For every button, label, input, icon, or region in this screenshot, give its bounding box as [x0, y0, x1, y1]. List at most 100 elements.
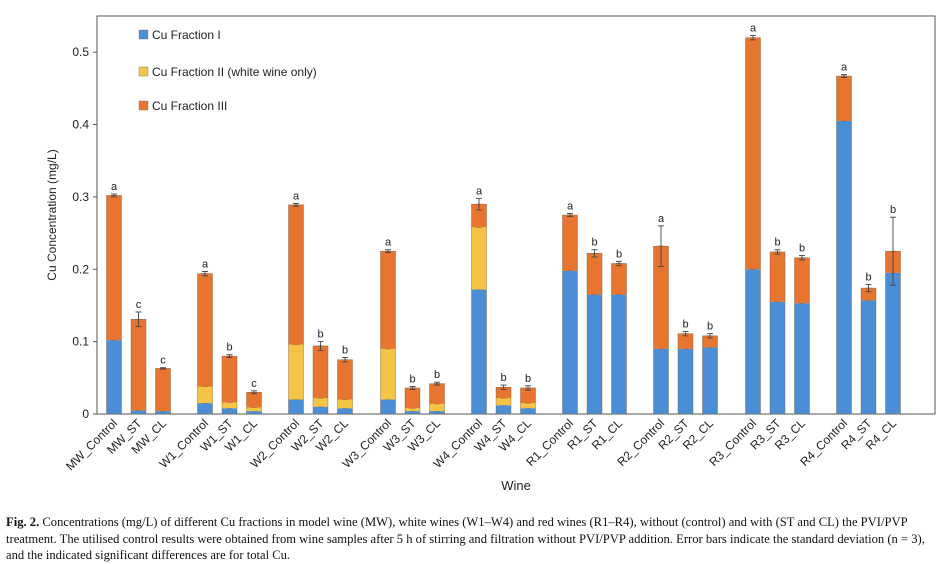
caption-label: Fig. 2.: [6, 515, 40, 529]
bar-W4_ST-fraction-2: [496, 398, 511, 406]
bar-R1_CL-fraction-3: [611, 263, 627, 295]
bar-W2_CL-fraction-2: [337, 399, 353, 409]
significance-label: b: [342, 345, 348, 357]
bar-W4_CL-fraction-1: [520, 408, 536, 414]
bar-W3_ST-fraction-2: [405, 408, 420, 412]
bar-W1_Control-fraction-2: [197, 386, 213, 404]
legend: Cu Fraction I Cu Fraction II (white wine …: [138, 28, 317, 113]
figure-caption: Fig. 2. Concentrations (mg/L) of differe…: [6, 514, 946, 564]
significance-label: a: [841, 62, 848, 74]
significance-label: b: [409, 374, 415, 386]
plot-frame: [96, 15, 936, 415]
bar-R2_ST-fraction-3: [678, 333, 693, 349]
bar-W3_Control-fraction-1: [380, 399, 396, 414]
bar-R2_Control-fraction-1: [653, 348, 669, 414]
significance-label: b: [774, 237, 780, 249]
bar-MW_Control-fraction-1: [106, 340, 122, 414]
bar-W2_CL-fraction-3: [337, 359, 353, 400]
bar-W2_ST-fraction-2: [313, 398, 328, 407]
x-axis: MW_ControlMW_STMW_CLW1_ControlW1_STW1_CL…: [63, 416, 899, 474]
bar-W2_ST-fraction-3: [313, 345, 328, 399]
bar-MW_ST-fraction-1: [131, 410, 146, 414]
legend-swatch-fraction-2: [138, 66, 149, 77]
legend-label-fraction-3: Cu Fraction III: [152, 99, 227, 113]
bar-W4_Control-fraction-2: [471, 227, 487, 290]
bar-R2_ST-fraction-1: [678, 348, 693, 414]
significance-label: b: [799, 243, 805, 255]
significance-label: b: [434, 369, 440, 381]
bar-R3_ST-fraction-1: [770, 301, 785, 414]
bar-R1_ST-fraction-1: [587, 294, 602, 414]
y-axis-title: Cu Concentration (mg/L): [45, 149, 59, 280]
bar-R1_Control-fraction-1: [562, 270, 578, 414]
significance-label: c: [160, 355, 166, 367]
y-tick-label: 0.3: [72, 190, 89, 204]
bar-R3_CL-fraction-1: [794, 303, 810, 414]
significance-label: a: [202, 258, 209, 270]
significance-label: b: [616, 248, 622, 260]
bar-W4_Control-fraction-3: [471, 204, 487, 228]
significance-label: c: [136, 299, 142, 311]
legend-label-fraction-1: Cu Fraction I: [152, 28, 221, 42]
bar-W1_ST-fraction-3: [222, 356, 237, 403]
bar-W1_CL-fraction-3: [246, 392, 262, 408]
plot-border: [96, 15, 936, 415]
bar-W4_CL-fraction-3: [520, 387, 536, 404]
significance-label: a: [293, 190, 300, 202]
bar-W4_ST-fraction-3: [496, 387, 511, 399]
bar-MW_CL-fraction-3: [155, 368, 171, 412]
bar-R1_Control-fraction-3: [562, 215, 578, 271]
significance-label: a: [385, 237, 392, 249]
bar-R2_CL-fraction-1: [702, 347, 718, 414]
y-tick-label: 0.4: [72, 118, 89, 132]
bar-W1_Control-fraction-1: [197, 403, 213, 414]
bar-R1_ST-fraction-3: [587, 253, 602, 295]
bar-W1_CL-fraction-1: [246, 411, 262, 414]
bar-MW_CL-fraction-1: [155, 411, 171, 414]
significance-label: b: [591, 237, 597, 249]
significance-label: b: [500, 372, 506, 384]
y-axis: 0 0.1 0.2 0.3 0.4 0.5: [72, 45, 97, 421]
bar-W3_ST-fraction-1: [405, 411, 420, 414]
bar-R4_ST-fraction-1: [861, 300, 876, 414]
bar-R3_ST-fraction-3: [770, 251, 785, 302]
significance-label: a: [658, 213, 665, 225]
chart: 0 0.1 0.2 0.3 0.4 0.5 a c c a b c a b b a b b a b b a b b a b b a b…: [45, 15, 936, 493]
bar-R2_Control-fraction-3: [653, 246, 669, 349]
bar-W4_CL-fraction-2: [520, 403, 536, 409]
x-axis-title: Wine: [501, 478, 531, 493]
significance-label: a: [111, 181, 118, 193]
y-tick-label: 0.2: [72, 262, 89, 276]
bar-W1_Control-fraction-3: [197, 273, 213, 387]
bar-R4_Control-fraction-3: [836, 76, 852, 121]
bar-R3_Control-fraction-1: [745, 269, 761, 414]
bar-W1_ST-fraction-1: [222, 408, 237, 414]
significance-label: b: [865, 271, 871, 283]
bar-W3_CL-fraction-1: [429, 411, 445, 414]
significance-label: a: [750, 23, 757, 35]
bar-R4_ST-fraction-3: [861, 288, 876, 301]
bar-W3_CL-fraction-2: [429, 403, 445, 412]
bar-R3_Control-fraction-3: [745, 37, 761, 270]
significance-label: b: [890, 204, 896, 216]
bar-W2_CL-fraction-1: [337, 408, 353, 414]
bar-R3_CL-fraction-3: [794, 257, 810, 304]
significance-label: b: [525, 373, 531, 385]
significance-label: a: [567, 201, 574, 213]
bar-W2_Control-fraction-1: [288, 399, 304, 414]
bar-W3_Control-fraction-2: [380, 348, 396, 400]
bar-R2_CL-fraction-3: [702, 335, 718, 348]
bars: a c c a b c a b b a b b a b b a b b a b b a b b a b b: [106, 23, 901, 415]
bar-W4_Control-fraction-1: [471, 289, 487, 414]
bar-W3_ST-fraction-3: [405, 387, 420, 409]
significance-label: b: [317, 329, 323, 341]
legend-swatch-fraction-3: [138, 100, 149, 111]
bar-R4_Control-fraction-1: [836, 120, 852, 414]
bar-W4_ST-fraction-1: [496, 405, 511, 414]
significance-label: b: [226, 342, 232, 354]
bar-W3_CL-fraction-3: [429, 383, 445, 404]
significance-label: c: [251, 378, 257, 390]
bar-W2_Control-fraction-3: [288, 204, 304, 345]
y-tick-label: 0: [82, 407, 89, 421]
bar-W2_ST-fraction-1: [313, 406, 328, 414]
